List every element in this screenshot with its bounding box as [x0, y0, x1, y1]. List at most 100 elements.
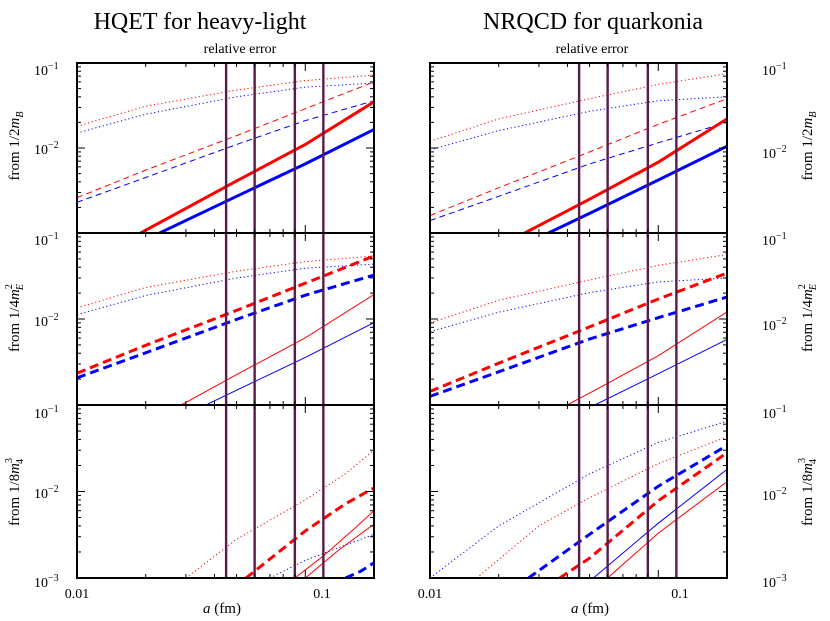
ytick-left-row1-top: 10−1 [34, 61, 59, 79]
series-line-p1-r0-s3 [430, 121, 727, 222]
ytick-exp: −2 [776, 316, 787, 327]
ytick-right-row2-mid: 10−2 [762, 316, 787, 334]
row-label-sup: 2 [797, 284, 808, 289]
ytick-right-row3-mid: 10−2 [762, 486, 787, 504]
series-line-p2-r0-s1 [269, 533, 374, 578]
series-line-p1-r0-s5 [547, 144, 727, 233]
series-line-p1-r0-s4 [524, 117, 727, 233]
left-subtitle: relative error [204, 42, 277, 57]
row-label-prefix: from 1/4 [7, 299, 23, 352]
xaxis-var: a [571, 601, 579, 617]
axis-ticks [76, 63, 728, 579]
xaxis-unit: (fm) [579, 601, 609, 617]
ytick-left-row3-mid: 10−2 [34, 484, 59, 502]
ytick-right-row1-top: 10−1 [762, 61, 787, 79]
right-title: NRQCD for quarkonia [483, 9, 703, 35]
ytick-exp: −1 [48, 61, 59, 72]
series-line-p0-r1-s1 [77, 263, 374, 316]
xaxis-var: a [203, 601, 211, 617]
series-line-p1-r1-s1 [430, 277, 727, 333]
ytick-exp: −3 [776, 573, 787, 584]
ytick-left-row1-mid: 10−2 [34, 140, 59, 158]
series-line-p1-r1-s5 [593, 339, 727, 405]
series-line-p3-r0-s5 [607, 481, 727, 578]
series-line-p3-r0-s2 [527, 444, 727, 578]
ytick-exp: −1 [48, 231, 59, 242]
series-line-p1-r0-s1 [430, 96, 727, 151]
panel-frames [76, 62, 728, 579]
ytick-base: 10 [34, 315, 48, 330]
series-line-p1-r1-s0 [430, 254, 727, 324]
series-line-p1-r0-s2 [430, 98, 727, 217]
xtick-left-0.01: 0.01 [65, 587, 90, 602]
series-line-p0-r1-s4 [180, 294, 374, 405]
ytick-exp: −2 [776, 144, 787, 155]
ytick-base: 10 [762, 489, 776, 504]
ytick-right-row2-top: 10−1 [762, 231, 787, 249]
row1-label-left: from 1/2mB [7, 111, 26, 180]
ytick-base: 10 [762, 407, 776, 422]
ytick-base: 10 [34, 407, 48, 422]
xtick-left-0.1: 0.1 [313, 587, 331, 602]
ytick-left-row3-top: 10−1 [34, 404, 59, 422]
row-label-sub: B [808, 111, 819, 117]
row2-label-left: from 1/4m2E [4, 284, 26, 352]
left-title: HQET for heavy-light [94, 9, 307, 35]
ytick-left-row2-mid: 10−2 [34, 312, 59, 330]
series-line-p0-r1-s2 [77, 254, 374, 375]
vertical-markers [224, 63, 678, 578]
ytick-right-row3-bottom: 10−3 [762, 573, 787, 591]
xaxis-unit: (fm) [211, 601, 241, 617]
series-line-p0-r1-s0 [77, 255, 374, 309]
ytick-base: 10 [762, 64, 776, 79]
row-label-sup: 3 [4, 458, 15, 463]
series-line-p0-r0-s0 [77, 74, 374, 127]
ytick-right-row1-mid: 10−2 [762, 144, 787, 162]
series-line-p2-r0-s0 [185, 449, 374, 578]
row-label-base: m [7, 463, 23, 474]
ytick-base: 10 [34, 64, 48, 79]
row-label-prefix: from 1/2 [800, 128, 816, 180]
ytick-exp: −2 [48, 140, 59, 151]
ytick-exp: −1 [776, 231, 787, 242]
ytick-left-row3-bottom: 10−3 [34, 573, 59, 591]
series-line-p0-r1-s5 [204, 322, 374, 405]
ytick-exp: −1 [776, 61, 787, 72]
row-label-sup: 2 [4, 284, 15, 289]
series-line-p1-r0-s0 [430, 73, 727, 142]
row-label-base: m [800, 289, 816, 300]
xaxis-label-right: a (fm) [571, 601, 609, 617]
series-line-p1-r1-s3 [430, 295, 727, 398]
row3-label-left: from 1/8m34 [4, 458, 26, 526]
row2-label-right: from 1/4m2E [797, 284, 819, 352]
ytick-base: 10 [34, 487, 48, 502]
ytick-exp: −1 [48, 404, 59, 415]
row-label-sub: 4 [808, 459, 819, 464]
series-line-p2-r0-s4 [294, 510, 374, 578]
row-label-base: m [800, 117, 816, 128]
ytick-exp: −2 [48, 312, 59, 323]
row-label-base: m [7, 289, 23, 300]
ytick-base: 10 [762, 576, 776, 591]
row-label-base: m [7, 117, 23, 128]
ytick-base: 10 [34, 576, 48, 591]
ytick-left-row2-top: 10−1 [34, 231, 59, 249]
series-line-p0-r1-s3 [77, 273, 374, 380]
ytick-base: 10 [34, 234, 48, 249]
ytick-base: 10 [762, 234, 776, 249]
row-label-sup: 3 [797, 458, 808, 463]
series-line-p3-r0-s3 [558, 451, 727, 578]
plot-lines [77, 73, 727, 578]
row-label-prefix: from 1/2 [7, 128, 23, 180]
series-line-p0-r0-s5 [158, 128, 374, 233]
ytick-exp: −3 [48, 573, 59, 584]
series-line-p3-r0-s1 [476, 436, 727, 578]
row-label-prefix: from 1/8 [7, 474, 23, 526]
row-label-sub: B [15, 111, 26, 117]
row-label-base: m [800, 463, 816, 474]
row-label-sub: E [15, 284, 26, 291]
series-line-p3-r0-s0 [430, 420, 727, 578]
ytick-exp: −2 [48, 484, 59, 495]
row-label-sub: E [808, 284, 819, 291]
series-line-p1-r1-s2 [430, 271, 727, 393]
